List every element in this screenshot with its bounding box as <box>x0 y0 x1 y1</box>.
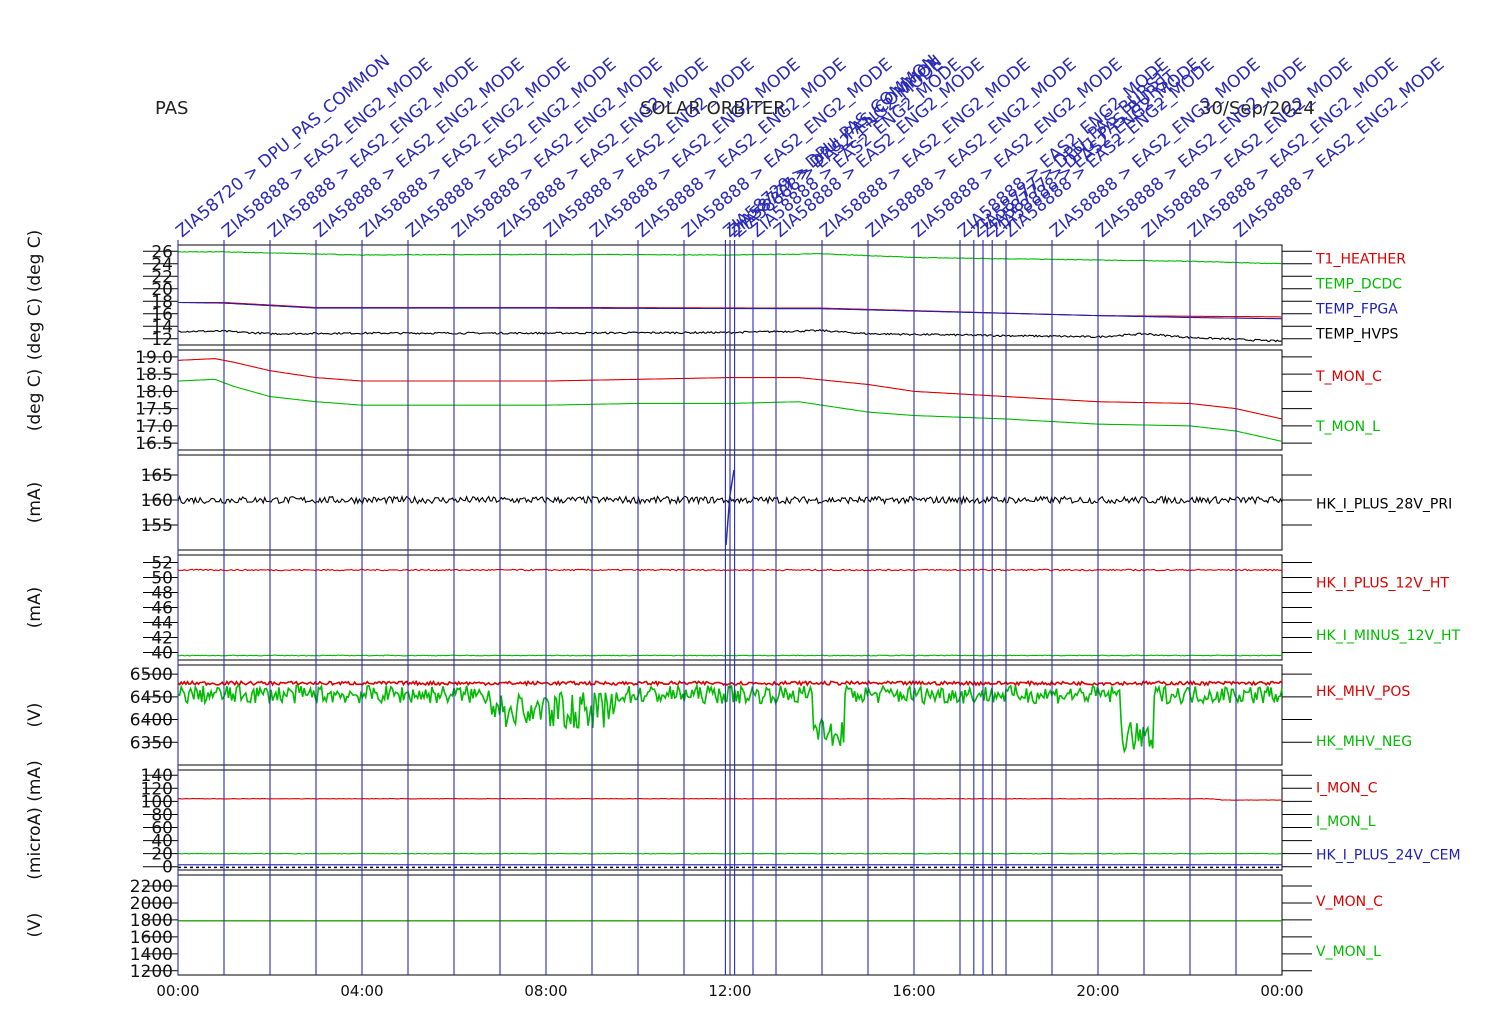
legend-hk_i_plus_12v_ht: HK_I_PLUS_12V_HT <box>1316 575 1449 591</box>
legend-hk_mhv_neg: HK_MHV_NEG <box>1316 734 1412 750</box>
time-tick-label: 16:00 <box>892 982 935 1000</box>
panel-6-y-tick-label: 40 <box>151 832 173 852</box>
panel-5-y-tick-label: 6350 <box>130 733 173 753</box>
spike-line <box>725 469 735 546</box>
panel-6-y-tick-label: 100 <box>141 792 173 812</box>
panel-4-y-tick-label: 50 <box>151 569 173 589</box>
panel-6-y-tick-label: 20 <box>151 845 173 865</box>
legend-v_mon_c: V_MON_C <box>1316 894 1383 910</box>
panel-4-y-tick-label: 46 <box>151 599 173 619</box>
panel-2-y-tick-label: 19.0 <box>135 348 173 368</box>
legend-t_mon_c: T_MON_C <box>1315 369 1382 385</box>
time-tick-label: 00:00 <box>1260 982 1303 1000</box>
panel-6-y-tick-label: 0 <box>162 858 173 878</box>
panel-1-y-tick-label: 14 <box>151 317 173 337</box>
panel-1-y-tick-label: 22 <box>151 267 173 287</box>
panel-2-y-axis-label: (deg C) <box>25 369 45 432</box>
panel-5-y-tick-label: 6500 <box>130 665 173 685</box>
legend-hk_i_minus_12v_ht: HK_I_MINUS_12V_HT <box>1316 628 1461 644</box>
panel-4-y-tick-label: 52 <box>151 554 173 574</box>
panel-7-y-tick-label: 1400 <box>130 945 173 965</box>
legend-i_mon_c: I_MON_C <box>1316 781 1378 797</box>
time-tick-label: 04:00 <box>340 982 383 1000</box>
panel-2-y-tick-label: 17.5 <box>135 400 173 420</box>
panel-6-y-tick-label: 140 <box>141 766 173 786</box>
header-center-title: SOLAR ORBITER <box>640 98 786 119</box>
panel-5-y-tick-label: 6400 <box>130 711 173 731</box>
panel-1-y-tick-label: 20 <box>151 280 173 300</box>
panel-4-y-axis-label: (mA) <box>25 587 45 628</box>
panel-7-y-axis-label: (V) <box>25 913 45 938</box>
panel-1-y-axis-label: (deg C) (deg C) <box>25 230 45 361</box>
legend-i_mon_l: I_MON_L <box>1316 814 1376 830</box>
legend-temp_hvps: TEMP_HVPS <box>1315 327 1398 343</box>
legend-hk_mhv_pos: HK_MHV_POS <box>1316 684 1410 700</box>
panel-4-y-tick-label: 40 <box>151 644 173 664</box>
panel-6-y-tick-label: 60 <box>151 819 173 839</box>
panel-7-y-tick-label: 1200 <box>130 962 173 982</box>
time-tick-label: 12:00 <box>708 982 751 1000</box>
header-left-label: PAS <box>155 98 189 119</box>
panel-1-y-tick-label: 16 <box>151 305 173 325</box>
panel-2-y-tick-label: 16.5 <box>135 434 173 454</box>
panel-6-y-tick-label: 80 <box>151 805 173 825</box>
panel-5-y-tick-label: 6450 <box>130 688 173 708</box>
panel-2-y-tick-label: 18.5 <box>135 365 173 385</box>
panel-3-y-tick-label: 165 <box>141 466 173 486</box>
legend-temp_fpga: TEMP_FPGA <box>1315 302 1398 318</box>
panel-7-y-tick-label: 2000 <box>130 894 173 914</box>
legend-hk_i_plus_24v_cem: HK_I_PLUS_24V_CEM <box>1316 847 1461 863</box>
legend-hk_i_plus_28v_pri: HK_I_PLUS_28V_PRI <box>1316 497 1452 513</box>
panel-3-y-tick-label: 160 <box>141 491 173 511</box>
panel-1-y-tick-label: 18 <box>151 292 173 312</box>
legend-t1_heather: T1_HEATHER <box>1315 252 1406 268</box>
panel-5-y-axis-label: (V) <box>25 703 45 728</box>
panel-6-y-axis-label: (microA) (mA) <box>25 760 45 879</box>
panel-2-y-tick-label: 17.0 <box>135 417 173 437</box>
panel-4-y-tick-label: 48 <box>151 584 173 604</box>
panel-1-y-tick-label: 24 <box>151 255 173 275</box>
panel-3-y-tick-label: 155 <box>141 516 173 536</box>
header-right-date: 30/Sep/2024 <box>1200 98 1315 119</box>
panel-6-y-tick-label: 120 <box>141 779 173 799</box>
time-tick-label: 08:00 <box>524 982 567 1000</box>
time-tick-label: 00:00 <box>156 982 199 1000</box>
legend-temp_dcdc: TEMP_DCDC <box>1315 277 1402 293</box>
panel-1-y-tick-label: 12 <box>151 330 173 350</box>
panel-1-y-tick-label: 26 <box>151 242 173 262</box>
legend-t_mon_l: T_MON_L <box>1315 419 1380 435</box>
panel-7-y-tick-label: 1800 <box>130 911 173 931</box>
panel-7-y-tick-label: 1600 <box>130 928 173 948</box>
panel-4-y-tick-label: 44 <box>151 614 173 634</box>
panel-2-y-tick-label: 18.0 <box>135 382 173 402</box>
time-tick-label: 20:00 <box>1076 982 1119 1000</box>
panel-7-y-tick-label: 2200 <box>130 877 173 897</box>
panel-3-y-axis-label: (mA) <box>25 482 45 523</box>
legend-v_mon_l: V_MON_L <box>1316 944 1381 960</box>
panel-4-y-tick-label: 42 <box>151 629 173 649</box>
